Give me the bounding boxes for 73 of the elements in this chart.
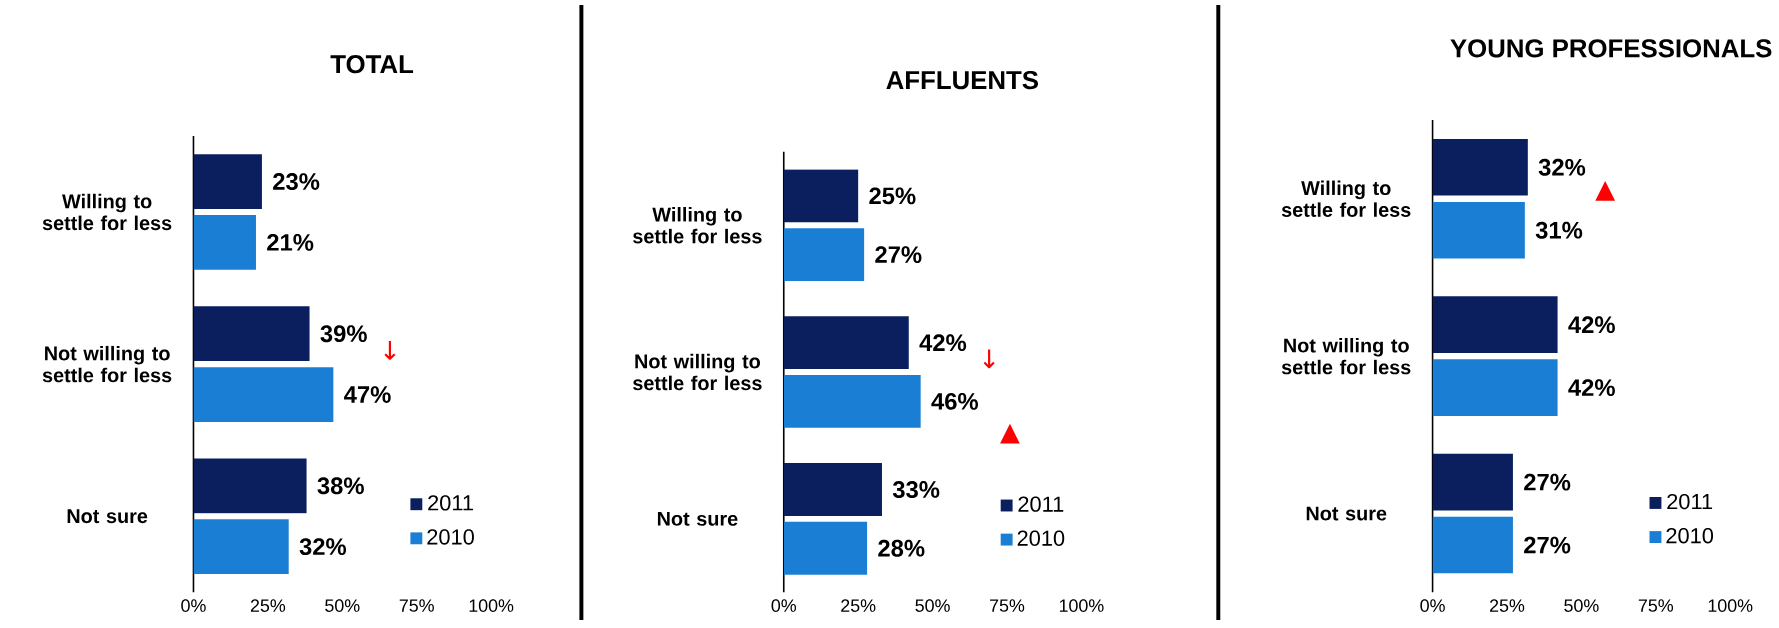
bar xyxy=(783,169,859,223)
y-tick-label: Willing to settle for less xyxy=(633,207,762,244)
x-tick-label: 50% xyxy=(1564,599,1599,612)
annotation: ↓ xyxy=(983,349,995,369)
legend-label: 2010 xyxy=(1017,530,1065,546)
bar xyxy=(193,458,307,514)
data-label: 42% xyxy=(919,334,967,352)
x-tick-label: 100% xyxy=(1708,599,1753,612)
data-label: 25% xyxy=(869,187,916,205)
bar xyxy=(193,215,256,270)
x-tick-label: 25% xyxy=(250,599,286,612)
bar xyxy=(193,367,334,422)
x-tick-label: 100% xyxy=(469,599,514,612)
bar xyxy=(193,306,310,362)
legend-label: 2010 xyxy=(427,529,474,545)
x-tick-label: 0% xyxy=(1420,599,1445,612)
data-label: 31% xyxy=(1535,221,1583,239)
bar xyxy=(193,519,289,575)
bar xyxy=(1432,453,1513,511)
data-label: 33% xyxy=(892,481,940,498)
x-tick-label: 25% xyxy=(1490,599,1525,612)
data-label: 27% xyxy=(1524,473,1571,491)
data-label: 32% xyxy=(1538,158,1586,176)
x-tick-label: 0% xyxy=(181,599,206,612)
y-tick-label: Willing to settle for less xyxy=(42,193,172,231)
x-tick-label: 0% xyxy=(771,599,797,612)
x-tick-label: 75% xyxy=(399,599,434,612)
legend-label: 2011 xyxy=(428,495,473,511)
x-tick-label: 50% xyxy=(325,599,360,612)
chart-title: AFFLUENTS xyxy=(886,70,1039,90)
y-tick-label: Not willing to settle for less xyxy=(1281,337,1411,375)
annotation: ▲ xyxy=(1595,181,1616,201)
bar xyxy=(1432,138,1528,196)
x-tick-label: 50% xyxy=(915,599,950,612)
x-tick-label: 75% xyxy=(990,599,1025,612)
data-label: 42% xyxy=(1568,379,1615,397)
data-label: 39% xyxy=(320,325,367,343)
bar xyxy=(193,154,262,209)
bar xyxy=(1432,516,1513,574)
x-tick-label: 100% xyxy=(1059,599,1104,612)
bar xyxy=(783,374,921,428)
data-label: 47% xyxy=(344,386,391,403)
data-label: 32% xyxy=(299,538,347,556)
bar xyxy=(783,228,865,281)
bar xyxy=(783,521,868,575)
y-tick-label: Not willing to settle for less xyxy=(42,345,172,383)
bar xyxy=(783,463,882,516)
chart-title: TOTAL xyxy=(330,55,414,74)
legend-label: 2011 xyxy=(1018,496,1064,512)
bar xyxy=(783,316,909,370)
x-tick-label: 75% xyxy=(1638,599,1674,612)
bar xyxy=(1432,359,1558,416)
chart-title: YOUNG PROFESSIONALS xyxy=(1450,39,1772,58)
legend-label: 2010 xyxy=(1666,527,1714,544)
data-label: 21% xyxy=(267,234,314,251)
legend-label: 2011 xyxy=(1667,493,1713,510)
x-tick-label: 25% xyxy=(841,599,876,612)
y-tick-label: Not sure xyxy=(1306,506,1387,521)
y-tick-label: Not sure xyxy=(67,509,148,524)
annotation: ▲ xyxy=(1000,423,1020,444)
data-label: 28% xyxy=(878,539,925,557)
data-label: 46% xyxy=(931,392,978,410)
data-label: 23% xyxy=(273,173,320,191)
bar xyxy=(1432,201,1525,259)
bar xyxy=(1432,296,1558,354)
y-tick-label: Not sure xyxy=(657,511,738,526)
data-label: 27% xyxy=(875,246,922,263)
annotation: ↓ xyxy=(384,340,396,360)
data-label: 42% xyxy=(1568,316,1615,334)
y-tick-label: Not willing to settle for less xyxy=(633,353,762,391)
y-tick-label: Willing to settle for less xyxy=(1281,180,1411,217)
data-label: 38% xyxy=(317,477,364,495)
data-label: 27% xyxy=(1524,536,1571,554)
